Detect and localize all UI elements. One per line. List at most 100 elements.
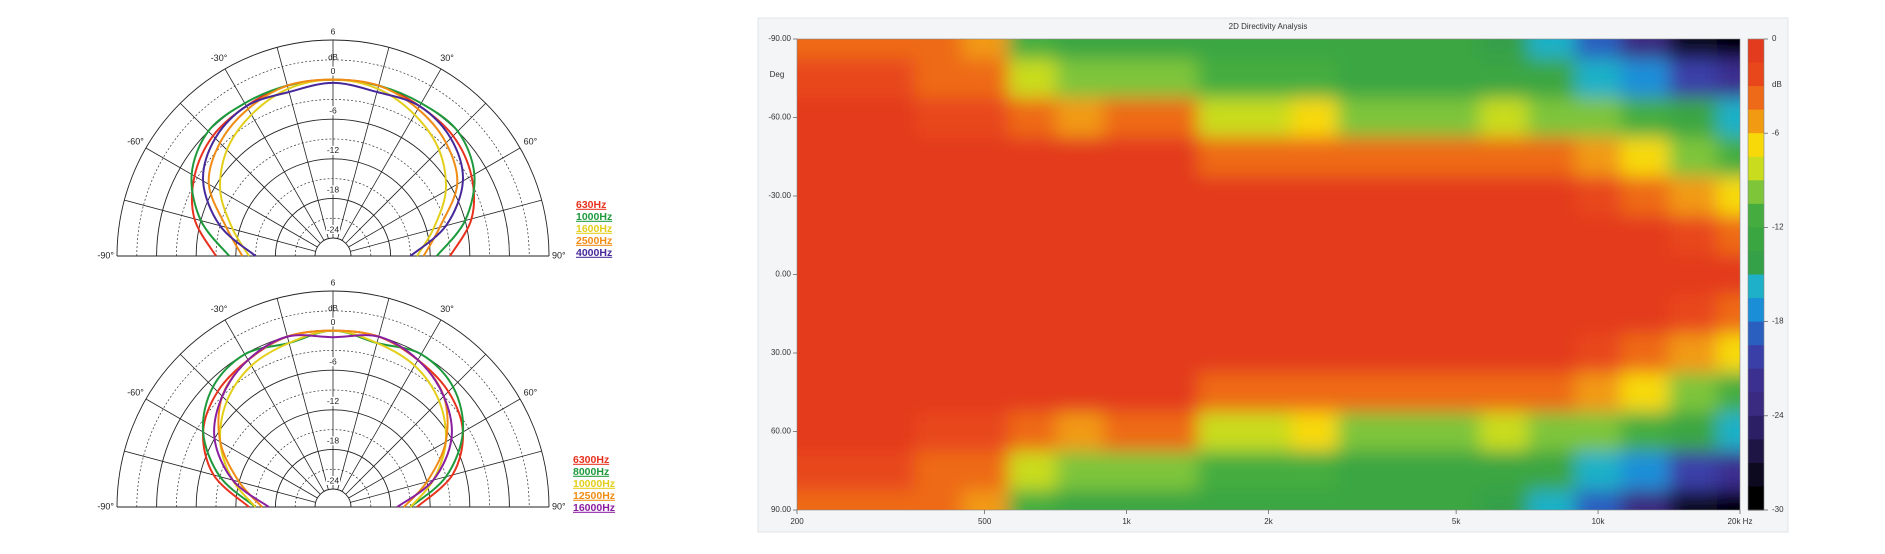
- colorbar-band: [1748, 180, 1764, 205]
- heatmap-cell: [1433, 97, 1481, 138]
- heatmap-cell: [1669, 39, 1718, 60]
- heatmap-cell: [797, 333, 821, 374]
- polar-curve: [202, 81, 464, 257]
- theta-tick-label: 30°: [440, 53, 454, 63]
- heatmap-cell: [1527, 137, 1576, 177]
- heatmap-cell: [1008, 39, 1057, 60]
- heatmap-cell: [1527, 451, 1576, 491]
- heatmap-cell: [1575, 39, 1622, 60]
- heatmap-cell: [1575, 294, 1622, 334]
- heatmap-cell: [914, 58, 963, 99]
- heatmap-cell: [866, 137, 915, 177]
- colorbar-band: [1748, 439, 1764, 464]
- heatmap-cell: [914, 333, 963, 374]
- heatmap-cell: [1245, 451, 1292, 491]
- heatmap-cell: [1620, 372, 1670, 413]
- heatmap-cell: [1197, 97, 1247, 138]
- r-label-bg: [326, 225, 340, 234]
- x-tick-label: 2k: [1264, 517, 1273, 526]
- heatmap-cell: [1103, 411, 1150, 452]
- heatmap-cell: [1149, 58, 1199, 99]
- heatmap-cell: [961, 176, 1009, 217]
- colorbar-band: [1748, 392, 1764, 417]
- heatmap-cell: [1575, 490, 1622, 510]
- heatmap-cell: [1245, 490, 1292, 510]
- heatmap-cell: [961, 58, 1009, 99]
- heatmap-cell: [961, 97, 1009, 138]
- heatmap-cell: [1575, 254, 1622, 295]
- colorbar-band: [1748, 133, 1764, 158]
- heatmap-cell: [1008, 215, 1057, 256]
- heatmap-cell: [1245, 254, 1292, 295]
- heatmap-cell: [1103, 176, 1150, 217]
- heatmap-cell: [1669, 490, 1718, 510]
- radial-line: [179, 102, 321, 244]
- heatmap-cell: [1008, 372, 1057, 413]
- heatmap-cell: [1337, 254, 1387, 295]
- heatmap-cell: [1197, 254, 1247, 295]
- heatmap-cell: [1245, 411, 1292, 452]
- heatmap-cell: [1008, 97, 1057, 138]
- ring: [314, 237, 352, 257]
- radial-line: [145, 398, 318, 499]
- heatmap-cell: [1669, 451, 1718, 491]
- heatmap-cell: [866, 333, 915, 374]
- colorbar-band: [1748, 39, 1764, 64]
- heatmap-cell: [1669, 333, 1718, 374]
- r-axis-label: dB: [328, 53, 338, 62]
- y-tick-label: -30.00: [768, 191, 791, 200]
- heatmap-cell: [1433, 215, 1481, 256]
- heatmap-cell: [961, 254, 1009, 295]
- heatmap-cell: [1245, 137, 1292, 177]
- heatmap-cell: [914, 215, 963, 256]
- r-label-bg: [326, 396, 340, 406]
- colorbar-band: [1748, 274, 1764, 299]
- heatmap-cell: [1433, 254, 1481, 295]
- heatmap-cell: [1008, 254, 1057, 295]
- heatmap-cell: [1620, 137, 1670, 177]
- heatmap-cell: [961, 372, 1009, 413]
- heatmap-cell: [1620, 451, 1670, 491]
- colorbar-band: [1748, 486, 1764, 511]
- heatmap-cell: [1197, 294, 1247, 334]
- heatmap-cell: [1527, 254, 1576, 295]
- heatmap-cell: [961, 451, 1009, 491]
- heatmap-cell: [1056, 372, 1105, 413]
- heatmap-cell: [1575, 411, 1622, 452]
- heatmap-cell: [797, 137, 821, 177]
- heatmap-cell: [1717, 294, 1740, 334]
- polar-curve: [213, 334, 453, 508]
- heatmap-cell: [1197, 372, 1247, 413]
- heatmap-cell: [1575, 97, 1622, 138]
- heatmap-cell: [1008, 58, 1057, 99]
- heatmap-cell: [1717, 97, 1740, 138]
- heatmap-cell: [819, 39, 867, 60]
- heatmap-cell: [1479, 215, 1529, 256]
- heatmap-cell: [914, 176, 963, 217]
- r-label-bg: [326, 476, 340, 485]
- y-tick-label: 0.00: [775, 270, 791, 279]
- heatmap-cell: [1149, 215, 1199, 256]
- heatmap-cell: [1433, 58, 1481, 99]
- heatmap-cell: [819, 333, 867, 374]
- heatmap-cell: [1433, 39, 1481, 60]
- heatmap-cell: [1385, 176, 1434, 217]
- r-label-bg: [326, 278, 340, 287]
- heatmap-cell: [866, 176, 915, 217]
- heatmap-cell: [1575, 58, 1622, 99]
- r-tick-label: -24: [327, 224, 340, 234]
- heatmap-cell: [866, 372, 915, 413]
- heatmap-cell: [1337, 137, 1387, 177]
- x-tick-label: 1k: [1122, 517, 1131, 526]
- heatmap-cell: [1103, 215, 1150, 256]
- heatmap-cell: [914, 137, 963, 177]
- heatmap-cell: [1433, 294, 1481, 334]
- heatmap-cell: [1056, 137, 1105, 177]
- heatmap-cell: [1291, 451, 1339, 491]
- heatmap-cell: [1717, 372, 1740, 413]
- heatmap-cell: [1103, 451, 1150, 491]
- heatmap-cell: [797, 372, 821, 413]
- radial-line: [179, 353, 321, 495]
- heatmap-cell: [1575, 137, 1622, 177]
- heatmap-cell: [1291, 372, 1339, 413]
